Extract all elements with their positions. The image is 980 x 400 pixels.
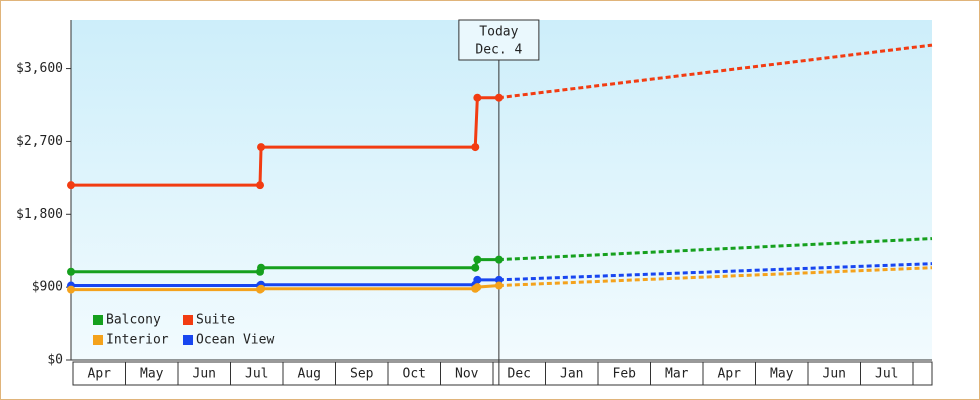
point — [257, 284, 266, 293]
point — [473, 283, 482, 292]
x-tick-label: Feb — [613, 367, 637, 382]
x-tick-label: Jun — [823, 367, 846, 382]
x-tick-label: Apr — [718, 367, 742, 382]
legend-swatch — [93, 315, 103, 325]
point — [256, 181, 264, 190]
today-label: Today — [479, 25, 518, 40]
point — [67, 285, 75, 294]
x-tick-label: Aug — [298, 367, 321, 382]
x-tick-label: Jan — [560, 367, 583, 382]
x-tick-label: Nov — [455, 367, 479, 382]
point — [494, 255, 503, 264]
x-tick-label: Mar — [665, 367, 689, 382]
forecast-line — [498, 266, 933, 288]
legend-label: Interior — [106, 333, 169, 348]
point — [257, 143, 266, 152]
x-tick-label: Apr — [88, 367, 112, 382]
forecast-line — [498, 262, 933, 282]
x-tick-label: Sep — [350, 367, 374, 382]
month-cell — [912, 361, 933, 386]
forecast-line — [498, 237, 933, 262]
legend-swatch — [183, 335, 193, 345]
point — [471, 263, 480, 272]
point — [471, 143, 480, 152]
x-tick-label: Jul — [875, 367, 898, 382]
legend-swatch — [93, 335, 103, 345]
forecast-line — [498, 43, 933, 100]
point — [473, 255, 482, 264]
x-tick-label: May — [770, 367, 794, 382]
point — [67, 181, 75, 190]
y-tick-label: $2,700 — [16, 134, 63, 149]
point — [494, 275, 503, 284]
x-tick-label: May — [140, 367, 164, 382]
x-tick-label: Jul — [245, 367, 268, 382]
today-box — [458, 19, 540, 61]
plot-area — [71, 20, 932, 360]
point — [473, 275, 482, 284]
legend-label: Balcony — [106, 313, 161, 328]
y-tick-label: $0 — [47, 353, 63, 368]
point — [494, 93, 503, 102]
y-tick-label: $3,600 — [16, 61, 63, 76]
point — [473, 93, 482, 102]
point — [494, 281, 503, 290]
x-tick-label: Dec — [508, 367, 531, 382]
point — [67, 267, 75, 276]
legend-swatch — [183, 315, 193, 325]
x-tick-label: Jun — [193, 367, 216, 382]
legend-label: Suite — [196, 313, 235, 328]
y-tick-label: $900 — [32, 280, 63, 295]
x-tick-label: Oct — [403, 367, 426, 382]
y-tick-label: $1,800 — [16, 207, 63, 222]
point — [257, 263, 266, 272]
legend-label: Ocean View — [196, 333, 274, 348]
today-date: Dec. 4 — [475, 43, 522, 58]
